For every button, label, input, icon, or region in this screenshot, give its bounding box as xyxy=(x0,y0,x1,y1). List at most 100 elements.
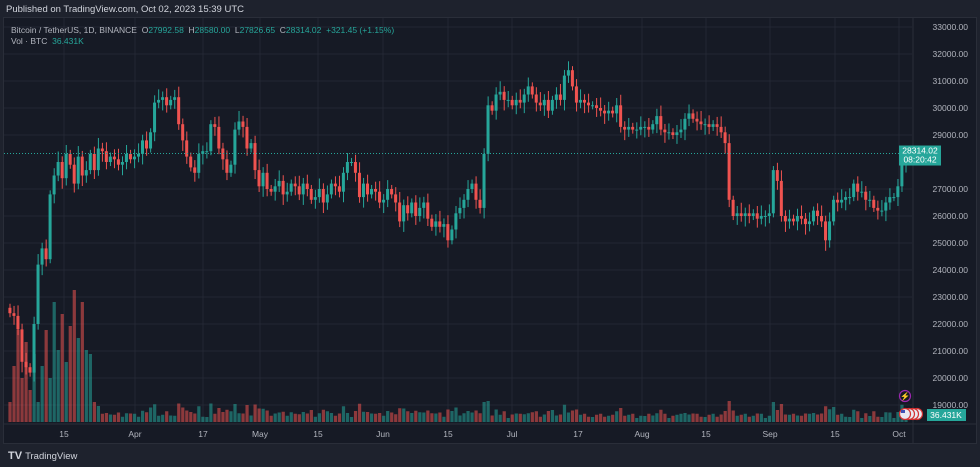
candle[interactable] xyxy=(864,186,868,211)
candle[interactable] xyxy=(486,96,490,162)
candle[interactable] xyxy=(566,61,570,83)
candle[interactable] xyxy=(374,181,378,201)
candle[interactable] xyxy=(153,95,157,142)
candle[interactable] xyxy=(313,189,317,209)
candle[interactable] xyxy=(651,120,655,134)
candle[interactable] xyxy=(96,137,100,176)
candle[interactable] xyxy=(538,92,542,111)
candle[interactable] xyxy=(269,184,273,196)
candle[interactable] xyxy=(880,200,884,217)
candle[interactable] xyxy=(108,152,112,167)
candle[interactable] xyxy=(128,149,132,164)
candle[interactable] xyxy=(671,128,675,140)
candle[interactable] xyxy=(28,363,32,377)
candle[interactable] xyxy=(550,95,554,115)
candle[interactable] xyxy=(181,118,185,151)
candle[interactable] xyxy=(574,79,578,112)
candle[interactable] xyxy=(739,202,743,222)
candle[interactable] xyxy=(590,101,595,110)
candle[interactable] xyxy=(482,148,486,219)
candle[interactable] xyxy=(619,94,623,133)
candle[interactable] xyxy=(422,196,426,219)
candle[interactable] xyxy=(64,144,68,186)
candle[interactable] xyxy=(836,192,840,212)
candle[interactable] xyxy=(498,81,502,101)
candle[interactable] xyxy=(639,116,643,136)
candle[interactable] xyxy=(807,212,811,232)
candle[interactable] xyxy=(165,88,169,113)
candle[interactable] xyxy=(811,206,815,226)
candle[interactable] xyxy=(438,210,442,233)
candle[interactable] xyxy=(349,157,353,167)
candle[interactable] xyxy=(201,145,205,165)
us-flag-event-icon[interactable] xyxy=(898,407,912,421)
candle[interactable] xyxy=(257,159,261,192)
candle[interactable] xyxy=(124,144,128,170)
candle[interactable] xyxy=(72,157,76,193)
candle[interactable] xyxy=(301,177,305,205)
candle[interactable] xyxy=(48,190,52,264)
candle[interactable] xyxy=(225,150,229,181)
candle[interactable] xyxy=(687,104,691,127)
candle[interactable] xyxy=(470,179,474,194)
candle[interactable] xyxy=(522,88,526,114)
candle[interactable] xyxy=(647,117,651,137)
candle[interactable] xyxy=(120,156,124,176)
candle[interactable] xyxy=(189,152,193,172)
candle[interactable] xyxy=(80,150,84,187)
candle[interactable] xyxy=(679,119,683,138)
candle[interactable] xyxy=(799,205,803,225)
candle[interactable] xyxy=(136,143,140,163)
candle[interactable] xyxy=(884,196,888,222)
candle[interactable] xyxy=(783,210,787,232)
candle[interactable] xyxy=(249,139,253,153)
candle[interactable] xyxy=(518,89,522,109)
candle[interactable] xyxy=(791,214,795,226)
candle[interactable] xyxy=(755,206,759,228)
candle[interactable] xyxy=(683,113,687,141)
candle[interactable] xyxy=(104,142,108,170)
candle[interactable] xyxy=(217,116,221,155)
candle[interactable] xyxy=(582,94,586,114)
candle[interactable] xyxy=(84,161,88,183)
candle[interactable] xyxy=(751,209,755,221)
candle[interactable] xyxy=(241,115,245,138)
candle[interactable] xyxy=(699,110,703,130)
candle[interactable] xyxy=(731,195,735,221)
candle[interactable] xyxy=(245,117,249,156)
candle[interactable] xyxy=(329,179,333,199)
candle[interactable] xyxy=(361,177,365,208)
candle[interactable] xyxy=(820,205,824,228)
candle[interactable] xyxy=(691,109,695,123)
candle[interactable] xyxy=(149,128,153,153)
candle[interactable] xyxy=(193,160,197,182)
candle[interactable] xyxy=(353,154,357,182)
lightning-event-icon[interactable]: ⚡ xyxy=(898,389,912,403)
candle[interactable] xyxy=(68,149,72,169)
candle[interactable] xyxy=(458,197,462,219)
candle[interactable] xyxy=(76,146,80,190)
candle[interactable] xyxy=(542,94,546,116)
candle[interactable] xyxy=(213,116,217,136)
symbol-title[interactable]: Bitcoin / TetherUS, 1D, BINANCE xyxy=(11,25,137,35)
candle[interactable] xyxy=(815,203,820,225)
candle[interactable] xyxy=(92,146,96,180)
candle[interactable] xyxy=(305,174,309,197)
candle[interactable] xyxy=(478,189,482,214)
candle[interactable] xyxy=(462,194,466,219)
candle[interactable] xyxy=(578,89,582,109)
candle[interactable] xyxy=(205,142,209,159)
candle[interactable] xyxy=(719,116,723,138)
candle[interactable] xyxy=(8,303,12,318)
candle[interactable] xyxy=(848,188,852,205)
candle[interactable] xyxy=(317,178,321,203)
candle[interactable] xyxy=(494,87,498,120)
candle[interactable] xyxy=(386,180,390,208)
candle[interactable] xyxy=(434,214,438,236)
candle[interactable] xyxy=(872,195,876,212)
candle[interactable] xyxy=(747,204,751,224)
candle[interactable] xyxy=(12,305,16,325)
candle[interactable] xyxy=(506,90,510,108)
candle[interactable] xyxy=(623,121,627,141)
